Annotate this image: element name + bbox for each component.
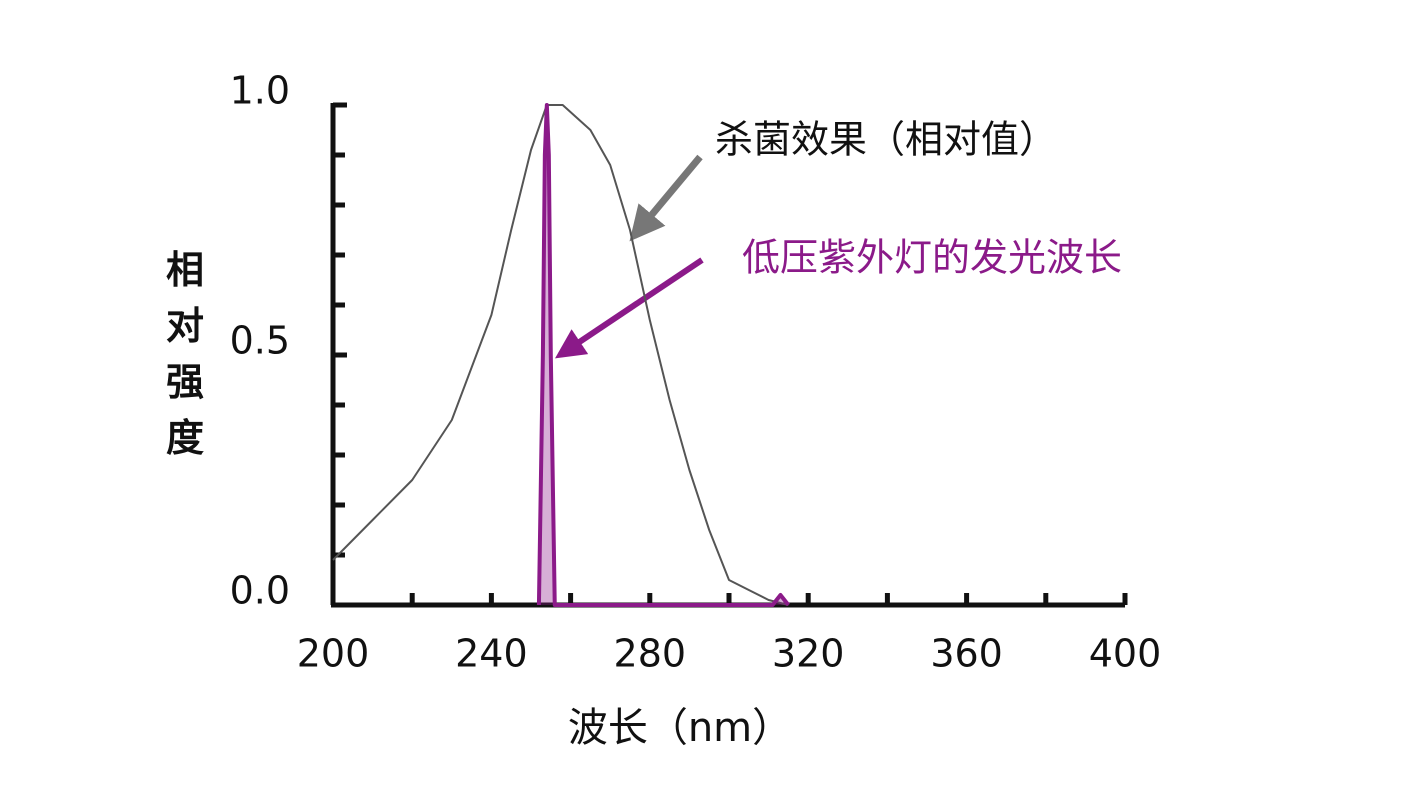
y-axis-label: 相对强度 xyxy=(166,248,204,460)
annotation-arrow xyxy=(629,154,703,242)
annotation: 杀菌效果（相对值） xyxy=(715,118,1057,162)
data-line xyxy=(332,104,789,606)
x-tick-label: 280 xyxy=(614,632,687,676)
x-tick-label: 240 xyxy=(455,632,528,676)
x-tick-label: 200 xyxy=(297,632,370,676)
x-tick-label: 400 xyxy=(1089,632,1162,676)
x-tick-label: 320 xyxy=(772,632,845,676)
y-tick-label: 1.0 xyxy=(230,69,290,113)
annotation: 低压紫外灯的发光波长 xyxy=(742,236,1122,280)
y-tick-label: 0.0 xyxy=(230,569,290,613)
x-tick-label: 360 xyxy=(930,632,1003,676)
annotation-arrow xyxy=(555,257,704,359)
y-tick-label: 0.5 xyxy=(230,319,290,363)
data-line xyxy=(536,103,790,607)
x-axis-label: 波长（nm） xyxy=(568,705,792,751)
